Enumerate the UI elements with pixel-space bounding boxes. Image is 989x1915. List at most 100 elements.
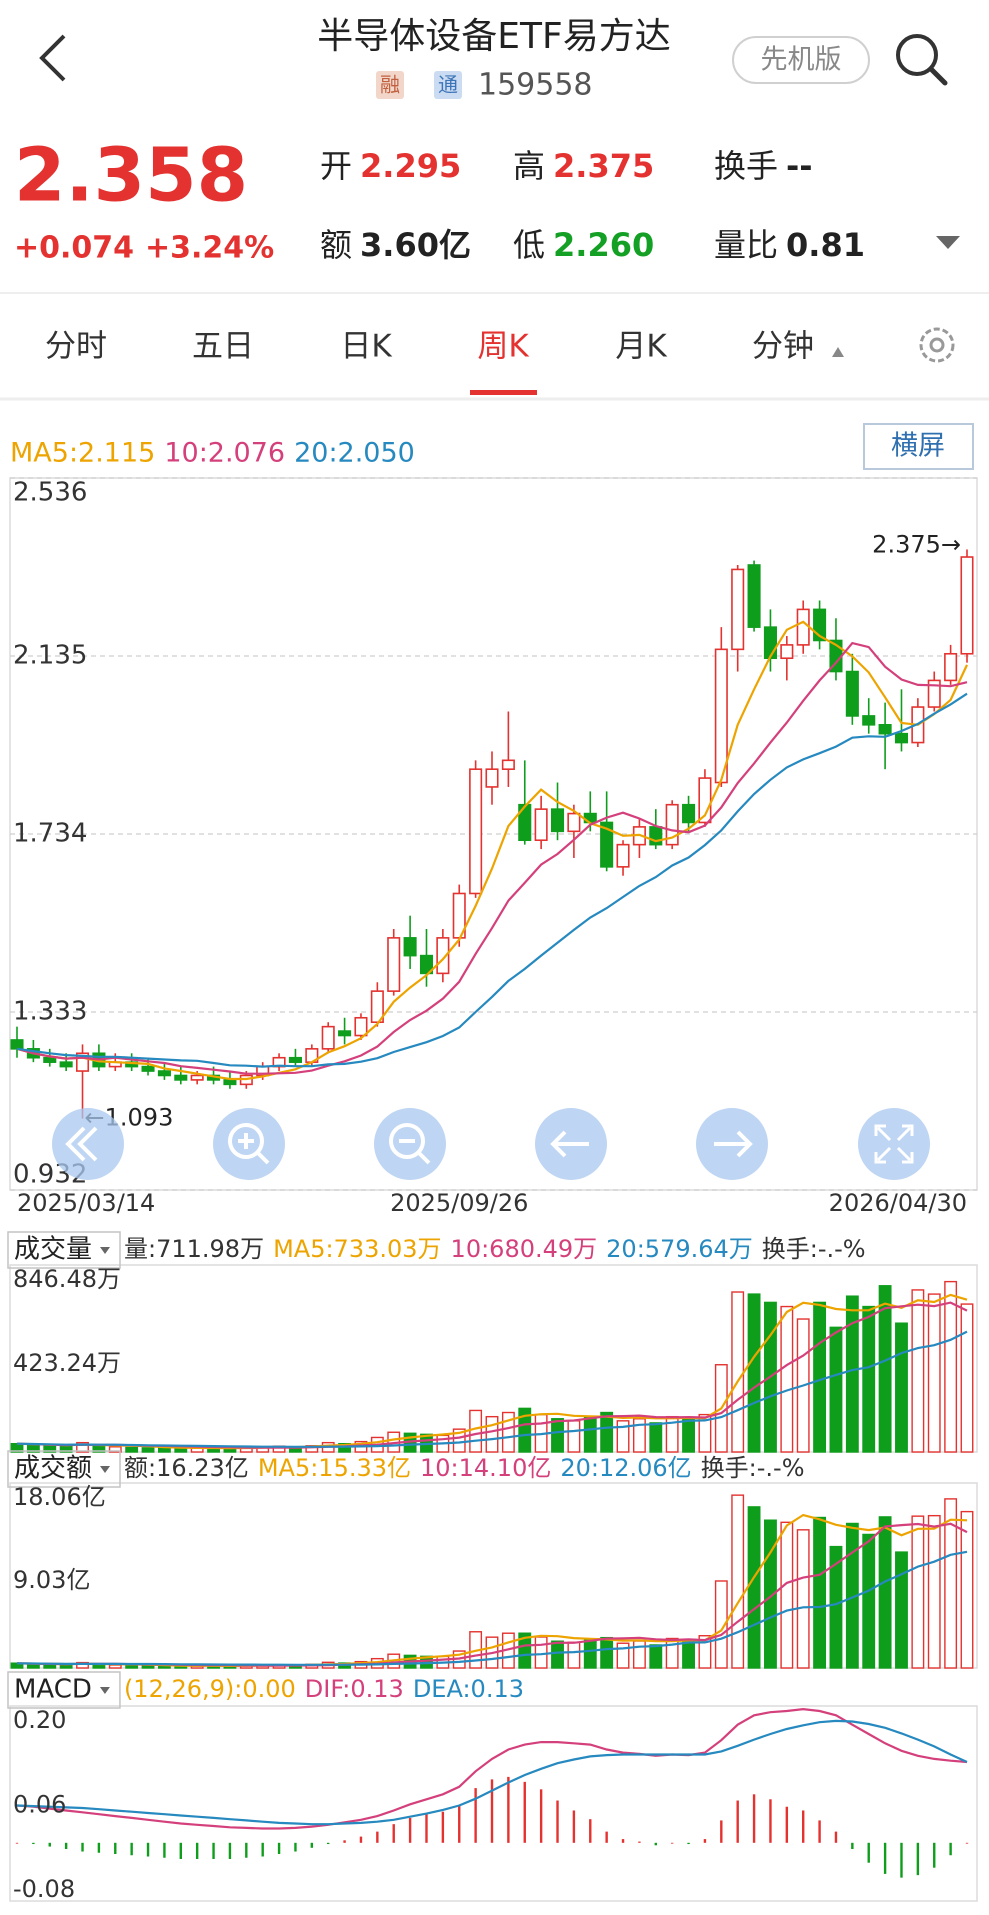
bar bbox=[698, 1413, 712, 1453]
candle-body bbox=[43, 1056, 57, 1063]
candle-body bbox=[59, 1061, 73, 1068]
legend-entry: 20:12.06亿 bbox=[560, 1454, 691, 1482]
x-tick-label: 2026/04/30 bbox=[829, 1189, 967, 1217]
settings-button[interactable] bbox=[919, 327, 955, 363]
zoom-out-button[interactable] bbox=[374, 1108, 446, 1180]
candle-body bbox=[796, 608, 810, 646]
bar bbox=[878, 1516, 892, 1669]
panel-title-box bbox=[7, 1671, 121, 1709]
candle-body bbox=[944, 652, 958, 682]
bar bbox=[76, 1441, 89, 1453]
bar bbox=[649, 1422, 663, 1453]
panel-title[interactable]: MACD bbox=[14, 1675, 92, 1705]
candle-body bbox=[878, 724, 892, 735]
tab[interactable]: 五日 bbox=[192, 329, 254, 365]
candle-body bbox=[616, 843, 630, 868]
bar bbox=[600, 1411, 614, 1453]
legend-entry: MA5:15.33亿 bbox=[258, 1454, 411, 1482]
bar bbox=[878, 1285, 892, 1453]
bar bbox=[567, 1641, 581, 1669]
dropdown-icon bbox=[100, 1247, 111, 1254]
icon bbox=[714, 1130, 753, 1158]
bar bbox=[698, 1635, 712, 1669]
fullscreen-button[interactable] bbox=[858, 1108, 930, 1180]
bar bbox=[813, 1301, 827, 1453]
tab[interactable]: 月K bbox=[615, 329, 667, 365]
y-tick-label: -0.08 bbox=[13, 1875, 75, 1903]
panel-title[interactable]: 成交额 bbox=[14, 1454, 92, 1484]
y-tick-label: 846.48万 bbox=[13, 1265, 121, 1293]
tab[interactable]: 日K bbox=[340, 329, 392, 365]
bar bbox=[911, 1515, 925, 1669]
search-button[interactable] bbox=[896, 34, 938, 76]
badge-box bbox=[376, 71, 404, 99]
legend-entry: DEA:0.13 bbox=[413, 1675, 524, 1703]
candle-body bbox=[747, 564, 761, 628]
bar bbox=[714, 1580, 728, 1669]
candle-body bbox=[731, 568, 745, 651]
y-tick-label: 2.135 bbox=[13, 641, 87, 671]
icon bbox=[389, 1123, 425, 1159]
candle-body bbox=[600, 821, 614, 868]
tab-dropdown bbox=[832, 347, 844, 357]
bar bbox=[731, 1494, 745, 1669]
scroll-start-button[interactable] bbox=[52, 1108, 124, 1180]
candle-body bbox=[190, 1074, 204, 1081]
bar bbox=[862, 1533, 876, 1669]
bar bbox=[551, 1640, 564, 1669]
bar bbox=[583, 1638, 597, 1669]
ma-line bbox=[16, 1707, 968, 1830]
bar bbox=[469, 1409, 483, 1453]
change: +0.074 bbox=[14, 231, 134, 266]
bar bbox=[862, 1305, 876, 1453]
turnover: 换手:-.-% bbox=[762, 1235, 866, 1263]
candle-body bbox=[469, 768, 483, 895]
version-button[interactable] bbox=[732, 36, 870, 84]
candle-body bbox=[862, 715, 876, 726]
tab[interactable]: 分时 bbox=[45, 329, 107, 365]
bar bbox=[616, 1642, 630, 1669]
candle-body bbox=[763, 626, 777, 660]
zoom-in-button[interactable] bbox=[213, 1108, 285, 1180]
legend-entry: 10:2.076 bbox=[164, 438, 285, 469]
ma-line bbox=[16, 1293, 968, 1450]
candle-body bbox=[485, 768, 499, 788]
legend-entry: 20:579.64万 bbox=[606, 1235, 753, 1263]
candle-body bbox=[534, 808, 548, 842]
bar bbox=[780, 1521, 794, 1669]
bar bbox=[747, 1506, 761, 1669]
y-tick-label: 2.536 bbox=[13, 478, 87, 508]
readout: (12,26,9):0.00 bbox=[124, 1675, 296, 1703]
bar bbox=[731, 1291, 745, 1453]
bar bbox=[108, 1446, 122, 1453]
bar bbox=[944, 1498, 958, 1669]
tab[interactable]: 周K bbox=[477, 329, 529, 365]
stat-value: 2.295 bbox=[360, 147, 461, 185]
icon bbox=[77, 1126, 98, 1162]
candle-body bbox=[338, 1030, 352, 1037]
bar bbox=[157, 1447, 171, 1453]
candle-body bbox=[845, 670, 859, 717]
back-button[interactable] bbox=[39, 34, 66, 82]
stat-value: 0.81 bbox=[786, 226, 865, 264]
candle-body bbox=[10, 1039, 24, 1050]
bar bbox=[76, 1661, 89, 1669]
expand-quote[interactable] bbox=[936, 236, 960, 249]
candle-body bbox=[288, 1056, 302, 1063]
candle-body bbox=[436, 937, 450, 975]
stat-value: 2.260 bbox=[553, 226, 654, 264]
bar bbox=[452, 1428, 466, 1453]
candle-body bbox=[403, 937, 417, 957]
bar bbox=[108, 1664, 122, 1669]
candle-body bbox=[141, 1065, 155, 1072]
y-tick-label: 423.24万 bbox=[13, 1349, 121, 1377]
candle-body bbox=[75, 1052, 90, 1072]
tab[interactable]: 分钟 bbox=[752, 329, 814, 365]
bar bbox=[59, 1664, 73, 1669]
landscape-button[interactable] bbox=[863, 423, 974, 470]
bar bbox=[600, 1636, 614, 1669]
panel-title[interactable]: 成交量 bbox=[14, 1235, 92, 1265]
dropdown-icon bbox=[100, 1466, 111, 1473]
bar bbox=[829, 1326, 843, 1453]
icon bbox=[550, 1130, 589, 1158]
